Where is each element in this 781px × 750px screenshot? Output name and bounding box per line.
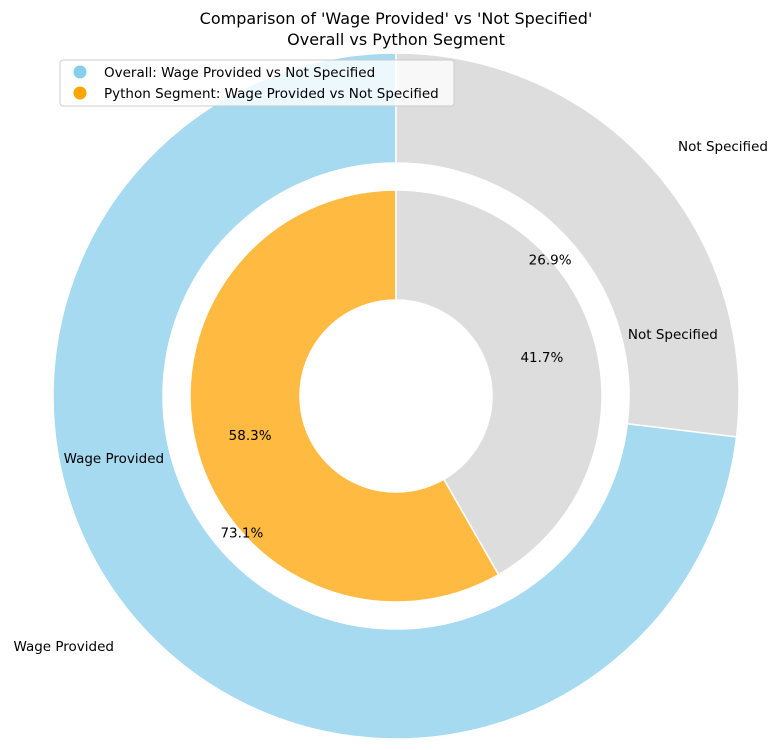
category-label: Wage Provided bbox=[64, 451, 165, 467]
percent-label: 58.3% bbox=[229, 428, 272, 444]
chart-title: Comparison of 'Wage Provided' vs 'Not Sp… bbox=[200, 9, 593, 28]
percent-label: 26.9% bbox=[529, 252, 572, 268]
category-label: Not Specified bbox=[628, 327, 718, 343]
rings-group bbox=[52, 52, 740, 740]
legend-marker-python bbox=[73, 86, 87, 100]
chart-subtitle: Overall vs Python Segment bbox=[287, 30, 505, 49]
percent-label: 73.1% bbox=[220, 526, 263, 542]
legend-label-overall: Overall: Wage Provided vs Not Specified bbox=[104, 65, 375, 81]
legend-marker-overall bbox=[73, 65, 87, 79]
category-label: Not Specified bbox=[678, 139, 768, 155]
slice-overall-not-specified bbox=[395, 52, 740, 438]
slice-python-segment-wage-provided bbox=[189, 189, 500, 603]
category-label: Wage Provided bbox=[13, 639, 114, 655]
labels-group: Wage Provided 73.1% Not Specified 26.9% Wage… bbox=[13, 139, 767, 655]
legend: Overall: Wage Provided vs Not Specified … bbox=[59, 59, 455, 107]
percent-label: 41.7% bbox=[520, 350, 563, 366]
legend-frame bbox=[59, 59, 455, 107]
legend-label-python: Python Segment: Wage Provided vs Not Spe… bbox=[104, 86, 439, 102]
slice-python-segment-not-specified bbox=[395, 189, 603, 576]
slice-overall-wage-provided bbox=[52, 52, 738, 740]
